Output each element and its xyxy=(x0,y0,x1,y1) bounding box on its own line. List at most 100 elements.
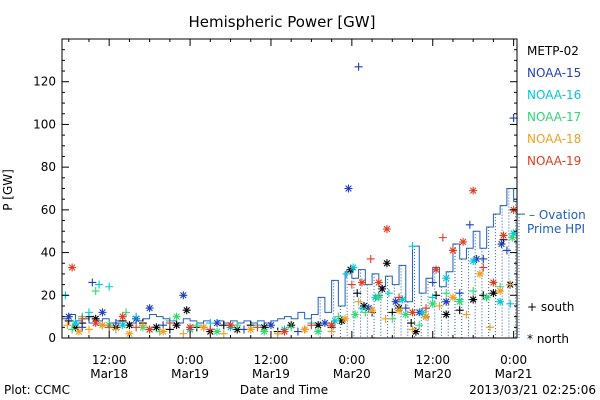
point-south xyxy=(111,325,120,334)
point-north xyxy=(98,308,107,317)
point-south xyxy=(287,323,296,332)
point-south xyxy=(192,321,201,330)
point-north xyxy=(368,306,377,315)
data-points xyxy=(61,62,518,338)
point-south xyxy=(91,287,100,296)
point-south xyxy=(438,233,447,242)
x-tick-date-label: Mar21 xyxy=(495,367,533,381)
x-axis-label: Date and Time xyxy=(240,383,328,397)
point-south xyxy=(502,246,511,255)
point-north xyxy=(182,306,191,315)
point-north xyxy=(145,325,154,334)
point-north xyxy=(472,254,481,263)
point-south xyxy=(384,289,393,298)
point-north xyxy=(422,312,430,321)
point-north xyxy=(359,301,368,310)
point-north xyxy=(408,308,417,317)
legend-north-marker: * north xyxy=(527,332,569,346)
point-north xyxy=(145,304,154,313)
plot-timestamp: 2013/03/21 02:25:06 xyxy=(469,383,596,397)
point-north xyxy=(496,297,505,306)
point-south xyxy=(68,325,77,334)
point-north xyxy=(364,304,373,313)
point-north xyxy=(499,231,508,240)
point-north xyxy=(509,229,518,238)
point-north xyxy=(68,263,77,272)
x-tick-date-label: Mar20 xyxy=(414,367,452,381)
ovation-hpi-trace xyxy=(62,188,525,338)
point-north xyxy=(98,321,107,330)
point-north xyxy=(118,312,127,321)
point-north xyxy=(186,323,195,332)
point-north xyxy=(91,319,100,328)
point-north xyxy=(300,325,309,334)
legend-item-noaa-16: NOAA-16 xyxy=(527,88,581,102)
point-north xyxy=(327,321,336,330)
point-south xyxy=(428,278,437,287)
legend-item-noaa-19: NOAA-19 xyxy=(527,154,581,168)
legend-south-marker: + south xyxy=(527,300,574,314)
point-north xyxy=(331,316,339,325)
y-tick-label: 100 xyxy=(33,117,56,131)
point-south xyxy=(432,291,441,300)
point-north xyxy=(314,321,323,330)
series-metp-02 xyxy=(64,235,515,336)
point-north xyxy=(496,287,505,296)
point-south xyxy=(465,220,474,229)
legend: METP-02 NOAA-15 NOAA-16 NOAA-17 NOAA-18 NOAA-… xyxy=(527,44,586,346)
legend-item-metp-02: METP-02 xyxy=(527,44,579,58)
point-north xyxy=(266,321,275,330)
x-tick-time-label: 12:00 xyxy=(415,353,450,367)
legend-ovation-line1: – Ovation xyxy=(529,208,586,222)
point-north xyxy=(398,295,407,304)
x-tick-time-label: 12:00 xyxy=(92,353,127,367)
point-south xyxy=(105,282,114,291)
point-south xyxy=(422,304,430,313)
point-north xyxy=(246,325,255,334)
point-north xyxy=(172,312,181,321)
point-south xyxy=(273,329,282,338)
point-south xyxy=(479,254,488,263)
point-north xyxy=(179,291,188,300)
point-south xyxy=(354,297,363,306)
point-north xyxy=(497,240,506,249)
point-south xyxy=(105,323,114,332)
point-north xyxy=(344,184,353,193)
point-north xyxy=(432,265,441,274)
point-north xyxy=(260,323,269,332)
point-south xyxy=(293,327,302,336)
point-north xyxy=(260,327,269,336)
point-north xyxy=(428,299,437,308)
point-north xyxy=(118,321,127,330)
point-north xyxy=(199,323,208,332)
point-south xyxy=(122,308,131,317)
series-noaa-15 xyxy=(64,62,518,336)
point-south xyxy=(506,280,515,289)
point-south xyxy=(233,321,242,330)
point-north xyxy=(125,329,134,338)
y-axis-label: P [GW] xyxy=(1,169,15,211)
series-noaa-17 xyxy=(68,233,517,336)
point-south xyxy=(395,293,404,302)
point-south xyxy=(357,304,366,313)
point-north xyxy=(91,314,100,323)
point-north xyxy=(508,233,517,242)
y-axis: 0 20 40 60 80 100 120 xyxy=(33,38,517,345)
point-north xyxy=(320,319,329,328)
point-north xyxy=(374,293,383,302)
point-south xyxy=(342,269,351,278)
x-tick-time-label: 0:00 xyxy=(500,353,527,367)
point-north xyxy=(489,278,498,287)
point-south xyxy=(361,308,370,317)
point-north xyxy=(213,319,222,328)
y-tick-label: 60 xyxy=(41,203,56,217)
point-north xyxy=(411,327,420,336)
point-south xyxy=(354,62,363,71)
point-north xyxy=(351,310,360,319)
legend-item-noaa-15: NOAA-15 xyxy=(527,66,581,80)
point-north xyxy=(382,225,391,234)
chart-title: Hemispheric Power [GW] xyxy=(189,13,376,31)
point-north xyxy=(418,308,427,317)
point-north xyxy=(280,327,289,336)
